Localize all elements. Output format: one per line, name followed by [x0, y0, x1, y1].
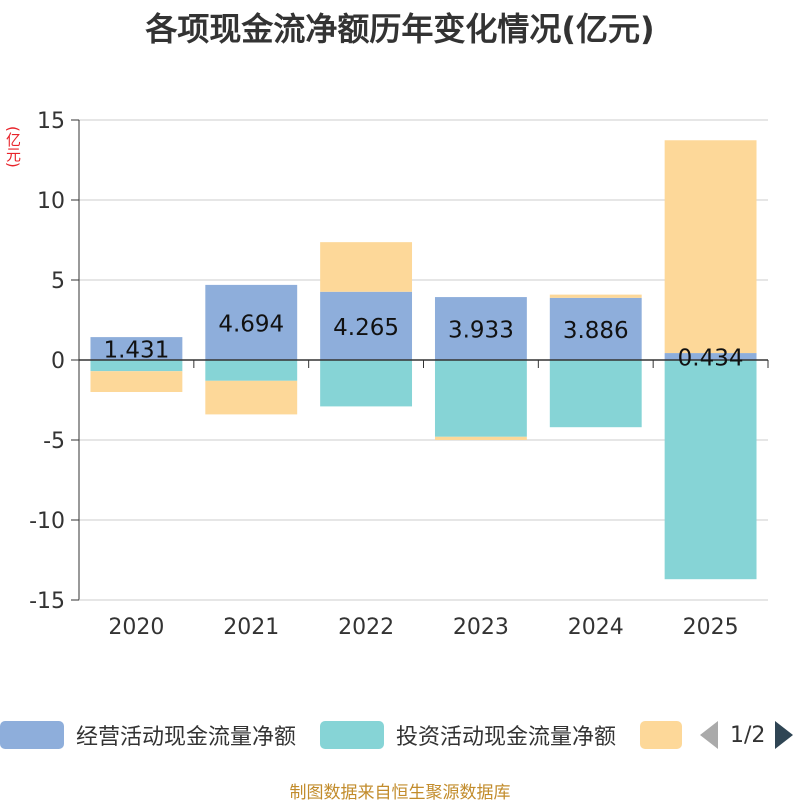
legend-swatch-investing [320, 721, 384, 749]
x-tick-label: 2025 [683, 615, 739, 640]
bar-series1-2023 [434, 360, 527, 437]
bar-series1-2022 [320, 360, 413, 407]
y-tick-label: 5 [51, 269, 65, 294]
pager-text: 1/2 [730, 722, 766, 748]
y-tick-label: -15 [29, 589, 65, 614]
bar-series1-2025 [664, 360, 757, 580]
bar-series0-2022 [320, 291, 413, 360]
bar-series0-2025 [664, 353, 757, 360]
bar-series2-2025 [664, 140, 757, 354]
legend-label-investing: 投资活动现金流量净额 [396, 725, 617, 750]
legend-pager: 1/2 [700, 716, 794, 754]
bar-series2-2022 [320, 242, 413, 292]
bar-series2-2023 [434, 436, 527, 440]
bar-series2-2021 [205, 380, 298, 415]
axes: 15 10 5 0 -5 -10 -15 2020 2021 2022 2023 2024 2025 [29, 109, 769, 640]
bar-series1-2021 [205, 360, 298, 381]
legend-item-operating[interactable]: 经营活动现金流量净额 [0, 716, 296, 754]
legend-item-financing[interactable] [640, 716, 682, 754]
y-tick-label: 0 [51, 349, 65, 374]
bar-series0-2021 [205, 284, 298, 360]
y-tick-label: -5 [43, 429, 65, 454]
bar-series0-2024 [549, 297, 642, 360]
x-tick-label: 2020 [108, 615, 164, 640]
y-axis-unit-label: (亿元) [4, 126, 22, 168]
legend-label-operating: 经营活动现金流量净额 [76, 725, 297, 750]
chart-area: 15 10 5 0 -5 -10 -15 2020 2021 2022 2023 2024 2025 1… [29, 109, 769, 640]
pager-next-icon[interactable] [775, 721, 794, 749]
y-tick-label: 10 [37, 189, 65, 214]
data-label: 3.933 [448, 318, 514, 344]
x-tick-label: 2023 [453, 615, 509, 640]
data-label: 3.886 [563, 318, 629, 344]
source-note: 制图数据来自恒生聚源数据库 [289, 783, 511, 803]
y-tick-label: -10 [29, 509, 65, 534]
legend-swatch-operating [0, 721, 64, 749]
data-label: 4.694 [218, 311, 284, 337]
y-tick-label: 15 [37, 109, 65, 134]
data-label: 1.431 [103, 338, 169, 364]
pager-prev-icon[interactable] [700, 721, 718, 749]
x-tick-label: 2021 [223, 615, 279, 640]
data-labels: 1.431 4.694 4.265 3.933 3.886 0.434 [103, 311, 743, 371]
legend-item-investing[interactable]: 投资活动现金流量净额 [320, 716, 616, 754]
bar-layer [90, 140, 757, 580]
data-label: 0.434 [678, 346, 744, 372]
bar-series2-2020 [90, 371, 183, 392]
bar-series1-2020 [90, 360, 183, 372]
bar-series0-2023 [434, 297, 527, 360]
bar-series0-2020 [90, 337, 183, 360]
data-label: 4.265 [333, 315, 399, 341]
legend: 经营活动现金流量净额 投资活动现金流量净额 [0, 716, 800, 754]
bar-series2-2024 [549, 294, 642, 298]
x-tick-label: 2024 [568, 615, 624, 640]
legend-swatch-financing [640, 721, 682, 749]
x-tick-label: 2022 [338, 615, 394, 640]
chart-title: 各项现金流净额历年变化情况(亿元) [145, 10, 655, 48]
bar-series1-2024 [549, 360, 642, 428]
